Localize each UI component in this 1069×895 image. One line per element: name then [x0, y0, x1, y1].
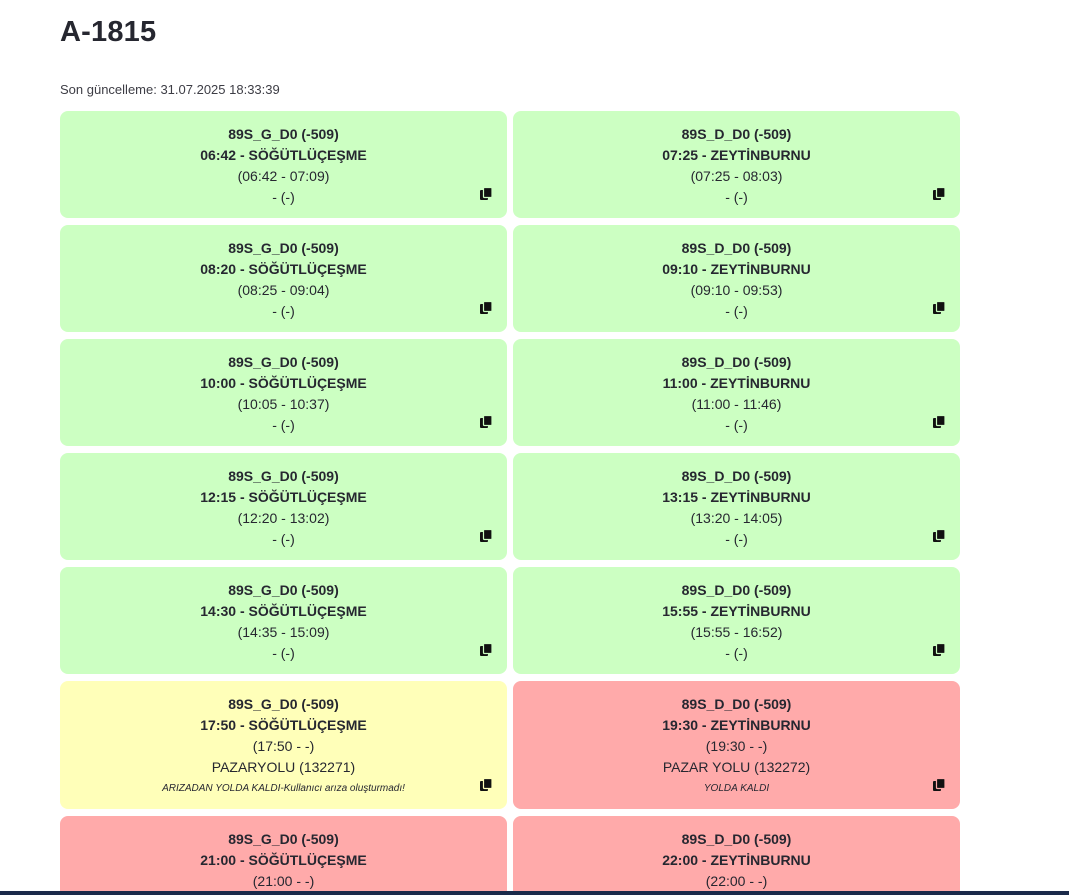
trip-route: 89S_D_D0 (-509) [681, 582, 792, 598]
trip-route: 89S_G_D0 (-509) [228, 126, 339, 142]
trip-departure: 08:20 - SÖĞÜTLÜÇEŞME [200, 261, 367, 277]
trip-times: (12:20 - 13:02) [237, 510, 330, 526]
trip-route: 89S_D_D0 (-509) [681, 126, 792, 142]
trip-location: - (-) [725, 531, 748, 547]
trip-route: 89S_D_D0 (-509) [681, 354, 792, 370]
trip-card: 89S_G_D0 (-509) 08:20 - SÖĞÜTLÜÇEŞME (08:2… [60, 225, 507, 332]
trip-route: 89S_G_D0 (-509) [228, 354, 339, 370]
trip-card: 89S_D_D0 (-509) 07:25 - ZEYTİNBURNU (07:25… [513, 111, 960, 218]
trip-times: (07:25 - 08:03) [690, 168, 783, 184]
copy-icon[interactable] [479, 301, 493, 315]
copy-icon[interactable] [479, 529, 493, 543]
last-update-text: Son güncelleme: 31.07.2025 18:33:39 [60, 82, 280, 97]
trip-times: (06:42 - 07:09) [237, 168, 330, 184]
trip-departure: 17:50 - SÖĞÜTLÜÇEŞME [200, 717, 367, 733]
trip-departure: 10:00 - SÖĞÜTLÜÇEŞME [200, 375, 367, 391]
trip-route: 89S_D_D0 (-509) [681, 696, 792, 712]
trip-location: - (-) [725, 303, 748, 319]
copy-icon[interactable] [932, 643, 946, 657]
trip-route: 89S_D_D0 (-509) [681, 468, 792, 484]
trip-card: 89S_G_D0 (-509) 17:50 - SÖĞÜTLÜÇEŞME (17:5… [60, 681, 507, 809]
trip-location: - (-) [272, 417, 295, 433]
copy-icon[interactable] [932, 187, 946, 201]
trip-note: YOLDA KALDI [703, 783, 770, 794]
trip-card: 89S_G_D0 (-509) 10:00 - SÖĞÜTLÜÇEŞME (10:0… [60, 339, 507, 446]
copy-icon[interactable] [479, 187, 493, 201]
trip-times: (10:05 - 10:37) [237, 396, 330, 412]
trip-departure: 19:30 - ZEYTİNBURNU [662, 717, 811, 733]
trip-location: - (-) [725, 417, 748, 433]
trip-times: (15:55 - 16:52) [690, 624, 783, 640]
copy-icon[interactable] [932, 301, 946, 315]
trip-times: (17:50 - -) [252, 738, 315, 754]
bottom-bar [0, 891, 1069, 895]
trip-location: PAZAR YOLU (132272) [662, 759, 811, 775]
copy-icon[interactable] [932, 778, 946, 792]
trip-grid: 89S_G_D0 (-509) 06:42 - SÖĞÜTLÜÇEŞME (06:4… [60, 111, 960, 895]
trip-times: (09:10 - 09:53) [690, 282, 783, 298]
copy-icon[interactable] [479, 643, 493, 657]
trip-route: 89S_G_D0 (-509) [228, 240, 339, 256]
trip-card: 89S_D_D0 (-509) 15:55 - ZEYTİNBURNU (15:55… [513, 567, 960, 674]
trip-location: - (-) [725, 189, 748, 205]
copy-icon[interactable] [479, 778, 493, 792]
trip-times: (11:00 - 11:46) [691, 396, 782, 412]
trip-departure: 15:55 - ZEYTİNBURNU [662, 603, 811, 619]
trip-departure: 21:00 - SÖĞÜTLÜÇEŞME [200, 852, 367, 868]
trip-departure: 11:00 - ZEYTİNBURNU [662, 375, 811, 391]
trip-location: - (-) [725, 645, 748, 661]
trip-card: 89S_D_D0 (-509) 09:10 - ZEYTİNBURNU (09:10… [513, 225, 960, 332]
trip-times: (13:20 - 14:05) [690, 510, 783, 526]
trip-departure: 13:15 - ZEYTİNBURNU [662, 489, 811, 505]
trip-departure: 12:15 - SÖĞÜTLÜÇEŞME [200, 489, 367, 505]
trip-route: 89S_G_D0 (-509) [228, 468, 339, 484]
trip-card: 89S_D_D0 (-509) 22:00 - ZEYTİNBURNU (22:00… [513, 816, 960, 895]
trip-card: 89S_D_D0 (-509) 13:15 - ZEYTİNBURNU (13:20… [513, 453, 960, 560]
copy-icon[interactable] [479, 415, 493, 429]
trip-times: (08:25 - 09:04) [237, 282, 330, 298]
trip-times: (19:30 - -) [705, 738, 768, 754]
trip-location: PAZARYOLU (132271) [211, 759, 356, 775]
trip-departure: 22:00 - ZEYTİNBURNU [662, 852, 811, 868]
trip-card: 89S_G_D0 (-509) 21:00 - SÖĞÜTLÜÇEŞME (21:0… [60, 816, 507, 895]
trip-departure: 06:42 - SÖĞÜTLÜÇEŞME [200, 147, 367, 163]
trip-location: - (-) [272, 531, 295, 547]
trip-route: 89S_G_D0 (-509) [228, 582, 339, 598]
trip-route: 89S_G_D0 (-509) [228, 696, 339, 712]
trip-note: ARIZADAN YOLDA KALDI-Kullanıcı arıza olu… [162, 783, 405, 794]
trip-card: 89S_D_D0 (-509) 11:00 - ZEYTİNBURNU (11:00… [513, 339, 960, 446]
trip-card: 89S_G_D0 (-509) 14:30 - SÖĞÜTLÜÇEŞME (14:3… [60, 567, 507, 674]
trip-route: 89S_D_D0 (-509) [681, 240, 792, 256]
trip-location: - (-) [272, 645, 295, 661]
page-title: A-1815 [60, 16, 157, 48]
trip-card: 89S_G_D0 (-509) 06:42 - SÖĞÜTLÜÇEŞME (06:4… [60, 111, 507, 218]
trip-departure: 14:30 - SÖĞÜTLÜÇEŞME [200, 603, 367, 619]
trip-times: (14:35 - 15:09) [237, 624, 330, 640]
copy-icon[interactable] [932, 529, 946, 543]
trip-location: - (-) [272, 189, 295, 205]
trip-route: 89S_D_D0 (-509) [681, 831, 792, 847]
trip-location: - (-) [272, 303, 295, 319]
trip-card: 89S_D_D0 (-509) 19:30 - ZEYTİNBURNU (19:30… [513, 681, 960, 809]
trip-departure: 09:10 - ZEYTİNBURNU [662, 261, 811, 277]
trip-route: 89S_G_D0 (-509) [228, 831, 339, 847]
copy-icon[interactable] [932, 415, 946, 429]
trip-times: (21:00 - -) [252, 873, 315, 889]
trip-card: 89S_G_D0 (-509) 12:15 - SÖĞÜTLÜÇEŞME (12:2… [60, 453, 507, 560]
trip-departure: 07:25 - ZEYTİNBURNU [662, 147, 811, 163]
trip-times: (22:00 - -) [705, 873, 768, 889]
